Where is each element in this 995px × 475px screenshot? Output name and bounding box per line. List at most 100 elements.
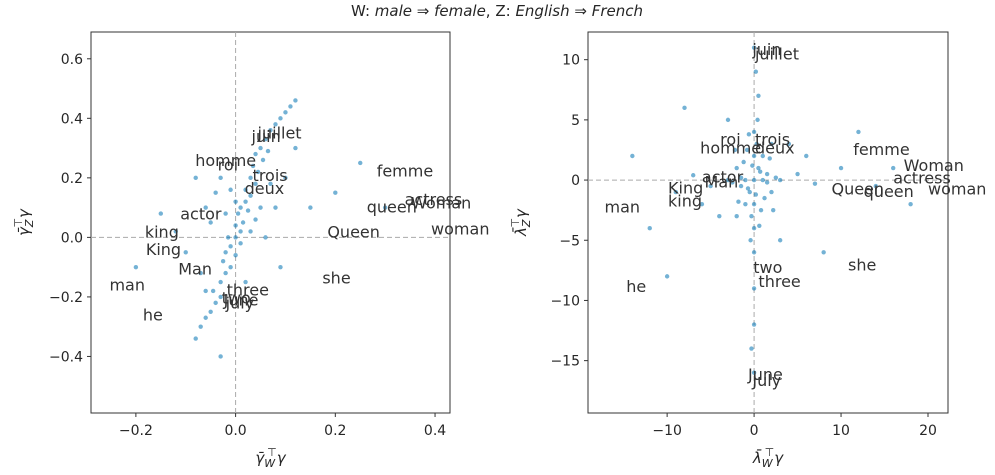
point	[235, 211, 241, 216]
word-annotation: Man	[178, 259, 212, 278]
point	[757, 169, 763, 174]
y-tick-label: −10	[550, 293, 580, 309]
figure-title: W: male ⇒ female, Z: English ⇒ French	[351, 2, 643, 20]
point	[767, 156, 772, 161]
point	[278, 116, 283, 121]
word-annotation: Woman	[904, 156, 964, 175]
x-tick-label: 0.0	[224, 423, 246, 439]
point	[743, 177, 748, 183]
point	[717, 213, 722, 219]
point	[764, 180, 770, 185]
point	[647, 226, 652, 231]
point	[734, 165, 739, 171]
point	[747, 189, 752, 195]
point	[757, 223, 762, 229]
point	[265, 148, 271, 154]
label-sup: ⊤	[765, 446, 775, 459]
point	[218, 294, 223, 300]
point	[682, 105, 687, 111]
word-annotation: trois	[755, 130, 790, 149]
x-tick-label: −10	[652, 423, 682, 439]
label-tail: γ	[15, 208, 33, 218]
point	[228, 187, 233, 192]
point	[218, 354, 223, 359]
point	[243, 187, 248, 192]
point	[263, 235, 268, 240]
point	[750, 163, 755, 168]
axis-label: λ̄W⊤γ	[752, 446, 784, 470]
point	[753, 192, 759, 197]
point	[749, 213, 754, 219]
word-annotation: three	[227, 280, 269, 299]
word-annotation: man	[605, 198, 641, 217]
point	[664, 274, 670, 279]
word-annotation: roi	[218, 155, 238, 174]
label-base: γ̄	[15, 226, 33, 236]
label-base: γ̄	[255, 449, 265, 467]
point	[777, 177, 783, 183]
point	[268, 181, 273, 187]
word-annotation: three	[758, 272, 800, 291]
point	[751, 322, 757, 327]
point	[208, 220, 213, 225]
x-tick-label: 20	[919, 423, 937, 439]
title-part: W:	[351, 2, 375, 20]
point	[749, 346, 754, 351]
word-annotation: homme	[195, 151, 256, 170]
point	[158, 211, 164, 216]
word-annotation: June	[747, 365, 783, 384]
point	[804, 153, 809, 159]
label-tail: γ	[512, 208, 530, 218]
point	[333, 190, 338, 195]
point	[253, 181, 258, 187]
plot-area	[587, 31, 949, 414]
label-sub: Z	[23, 219, 36, 228]
title-part: English ⇒ French	[515, 2, 643, 20]
point	[238, 205, 243, 210]
point	[673, 189, 679, 195]
label-sup: ⊤	[267, 446, 277, 459]
word-annotation: two	[222, 288, 251, 307]
point	[218, 279, 223, 285]
point	[751, 129, 757, 135]
word-annotation: king	[145, 222, 179, 241]
point	[228, 264, 233, 270]
point	[225, 235, 231, 240]
point	[758, 207, 764, 213]
word-annotation: woman	[431, 219, 489, 238]
point	[734, 213, 739, 219]
word-annotation: actor	[702, 167, 744, 186]
point	[243, 279, 248, 285]
point	[263, 136, 268, 142]
point	[756, 165, 761, 171]
point	[223, 250, 228, 255]
point	[762, 195, 767, 201]
point	[253, 217, 258, 222]
point	[283, 175, 288, 181]
label-base: λ̄	[752, 448, 762, 467]
word-annotation: roi	[720, 130, 740, 149]
point	[751, 153, 757, 159]
point	[856, 129, 861, 135]
point	[203, 315, 208, 320]
point	[238, 229, 243, 234]
y-tick-label: 0.6	[61, 52, 83, 68]
point	[746, 132, 752, 137]
word-annotation: July	[751, 371, 781, 390]
word-annotation: king	[668, 192, 702, 211]
point	[258, 205, 263, 210]
y-tick-label: 0.2	[61, 171, 83, 187]
point	[278, 264, 283, 270]
point	[233, 253, 238, 258]
point	[751, 286, 757, 291]
x-tick-label: 0.2	[324, 423, 346, 439]
point	[771, 207, 776, 213]
point	[193, 175, 198, 181]
label-tail: γ	[774, 449, 784, 467]
point	[255, 169, 261, 175]
point	[786, 141, 792, 147]
point	[736, 199, 741, 204]
word-annotation: trois	[253, 166, 288, 185]
word-annotation: actress	[893, 169, 951, 188]
